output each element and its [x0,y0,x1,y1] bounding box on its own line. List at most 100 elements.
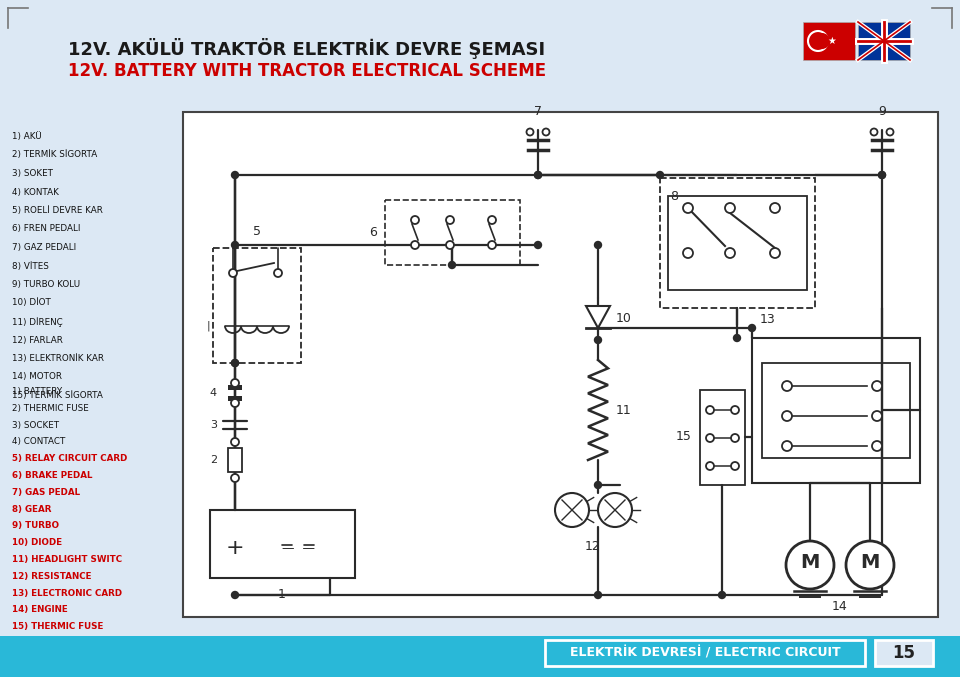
Circle shape [725,203,735,213]
Circle shape [535,171,541,179]
Text: 7) GAS PEDAL: 7) GAS PEDAL [12,488,80,497]
Bar [228,396,242,401]
Text: 2) TERMİK SİGORTA: 2) TERMİK SİGORTA [12,150,97,160]
Circle shape [526,129,534,135]
Text: 11: 11 [616,403,632,416]
Text: —  —: — — [282,542,315,554]
Bar [183,112,938,617]
Text: 2: 2 [210,455,217,465]
Circle shape [594,481,602,489]
Circle shape [542,129,549,135]
Bar [385,200,520,265]
Bar [762,363,910,458]
Text: 12) FARLAR: 12) FARLAR [12,336,62,345]
Bar [875,640,933,666]
Circle shape [683,248,693,258]
Text: 10) DİOT: 10) DİOT [12,299,51,307]
Circle shape [814,33,830,49]
Circle shape [733,334,740,341]
Circle shape [872,411,882,421]
Text: 3) SOKET: 3) SOKET [12,169,53,178]
Circle shape [411,241,419,249]
Bar [803,22,855,60]
Text: 5) RELAY CIRCUIT CARD: 5) RELAY CIRCUIT CARD [12,454,128,463]
Text: 8) GEAR: 8) GEAR [12,504,52,514]
Bar [210,510,355,578]
Text: 7) GAZ PEDALI: 7) GAZ PEDALI [12,243,76,252]
Circle shape [594,336,602,343]
Text: 12V. AKÜLÜ TRAKTÖR ELEKTRİK DEVRE ŞEMASI: 12V. AKÜLÜ TRAKTÖR ELEKTRİK DEVRE ŞEMASI [68,38,545,59]
Text: 4) KONTAK: 4) KONTAK [12,188,59,196]
Text: 13) ELECTRONIC CARD: 13) ELECTRONIC CARD [12,588,122,598]
Circle shape [448,261,455,269]
Text: 13) ELEKTRONİK KAR: 13) ELEKTRONİK KAR [12,354,104,363]
Bar [213,248,301,363]
Bar [228,385,242,390]
Bar [545,640,865,666]
Text: 12: 12 [586,540,601,553]
Bar [752,338,920,483]
Text: 3) SOCKET: 3) SOCKET [12,420,60,430]
Circle shape [731,406,739,414]
Circle shape [446,216,454,224]
Text: 5: 5 [253,225,261,238]
Text: 15: 15 [893,644,916,662]
Circle shape [446,241,454,249]
Circle shape [872,441,882,451]
Text: +: + [226,538,244,558]
Text: 13: 13 [760,313,776,326]
Circle shape [231,592,238,598]
Text: 11) DİRENÇ: 11) DİRENÇ [12,317,62,327]
Circle shape [683,203,693,213]
Circle shape [231,474,239,482]
Circle shape [231,359,238,366]
Text: 9) TURBO: 9) TURBO [12,521,60,530]
Circle shape [231,379,239,387]
Circle shape [706,406,714,414]
Circle shape [872,381,882,391]
Circle shape [846,541,894,589]
Text: M: M [860,554,879,573]
Circle shape [782,381,792,391]
Text: 1: 1 [278,588,286,601]
Text: 9) TURBO KOLU: 9) TURBO KOLU [12,280,80,289]
Circle shape [878,171,885,179]
Bar [668,196,807,290]
Bar [858,22,910,60]
Text: 6) FREN PEDALI: 6) FREN PEDALI [12,225,81,234]
Circle shape [231,242,238,248]
Polygon shape [586,306,610,328]
Circle shape [706,462,714,470]
Bar [228,448,242,472]
Circle shape [594,592,602,598]
Circle shape [878,171,885,179]
Circle shape [808,31,828,51]
Circle shape [782,441,792,451]
Text: 8: 8 [670,190,678,203]
Circle shape [231,438,239,446]
Text: 10) DIODE: 10) DIODE [12,538,62,547]
Circle shape [274,269,282,277]
Text: 11) HEADLIGHT SWITC: 11) HEADLIGHT SWITC [12,555,122,564]
Bar [660,178,815,308]
Circle shape [229,269,237,277]
Text: M: M [801,554,820,573]
Bar [700,390,745,485]
Circle shape [488,241,496,249]
Bar [0,636,960,677]
Circle shape [535,242,541,248]
Circle shape [411,216,419,224]
Circle shape [706,434,714,442]
Text: 15) THERMIC FUSE: 15) THERMIC FUSE [12,622,104,631]
Circle shape [782,411,792,421]
Circle shape [770,248,780,258]
Text: 8) VİTES: 8) VİTES [12,261,49,271]
Circle shape [731,434,739,442]
Text: 1) BATTERY: 1) BATTERY [12,387,62,396]
Text: 12) RESISTANCE: 12) RESISTANCE [12,572,91,581]
Circle shape [555,493,589,527]
Circle shape [725,248,735,258]
Circle shape [731,462,739,470]
Text: 3: 3 [210,420,217,430]
Circle shape [594,242,602,248]
